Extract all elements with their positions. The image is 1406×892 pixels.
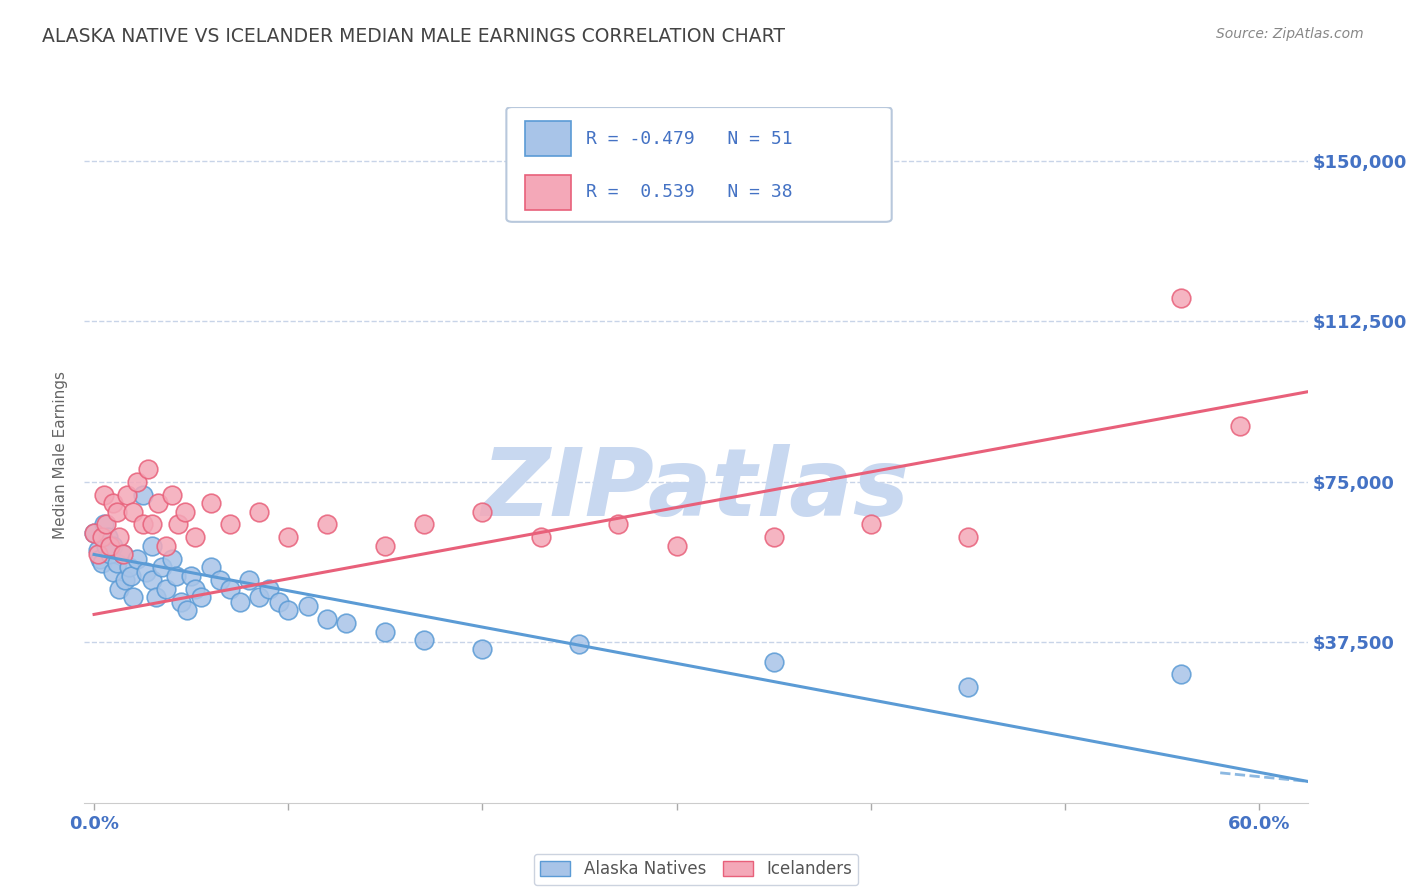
Point [665,539,688,553]
Point [89,551,111,566]
Point [103,496,125,510]
Point [176,603,198,617]
Point [87,543,110,558]
Point [160,487,183,501]
Point [155,539,177,553]
Point [165,569,187,583]
Point [1170,667,1192,681]
Point [141,517,163,532]
Point [118,560,141,574]
Point [1229,419,1251,434]
Point [93,517,115,532]
Text: ALASKA NATIVE VS ICELANDER MEDIAN MALE EARNINGS CORRELATION CHART: ALASKA NATIVE VS ICELANDER MEDIAN MALE E… [42,27,785,45]
Point [103,539,125,553]
Text: R =  0.539   N = 38: R = 0.539 N = 38 [586,184,793,202]
Point [568,637,591,651]
Point [247,505,270,519]
Point [316,517,339,532]
Point [115,487,138,501]
Point [374,624,396,639]
Point [146,496,169,510]
Point [97,530,120,544]
Point [94,539,117,553]
Point [90,556,112,570]
Point [150,560,173,574]
Y-axis label: Median Male Earnings: Median Male Earnings [53,371,69,539]
Point [170,594,193,608]
Point [1170,291,1192,305]
Text: R = -0.479   N = 51: R = -0.479 N = 51 [586,129,793,147]
Point [155,582,177,596]
Bar [524,175,571,211]
Point [238,573,260,587]
Point [859,517,882,532]
Point [209,573,232,587]
Point [141,539,163,553]
Point [135,565,157,579]
Bar [524,121,571,156]
Point [94,517,117,532]
Point [297,599,319,613]
Point [219,517,242,532]
Point [762,655,785,669]
Point [184,530,207,544]
Text: Source: ZipAtlas.com: Source: ZipAtlas.com [1216,27,1364,41]
Point [956,680,979,694]
Point [316,612,339,626]
Point [247,591,270,605]
Point [122,505,145,519]
Point [108,582,131,596]
Point [93,487,115,501]
Point [125,475,148,489]
Point [762,530,785,544]
Point [374,539,396,553]
Point [122,591,145,605]
Point [98,539,121,553]
Point [335,615,357,630]
Legend: Alaska Natives, Icelanders: Alaska Natives, Icelanders [533,854,859,885]
Point [956,530,979,544]
Point [166,517,188,532]
Point [145,591,167,605]
Point [98,548,121,562]
Point [200,560,222,574]
Point [200,496,222,510]
Point [103,565,125,579]
Text: ZIPatlas: ZIPatlas [482,443,910,536]
Point [471,641,494,656]
Point [219,582,242,596]
Point [87,548,110,562]
Point [125,551,148,566]
Point [277,603,299,617]
Point [228,594,250,608]
Point [180,569,202,583]
Point [160,551,183,566]
Point [131,487,153,501]
Point [90,530,112,544]
Point [530,530,553,544]
Point [112,548,135,562]
Point [83,526,105,541]
FancyBboxPatch shape [506,107,891,222]
Point [108,530,131,544]
Point [138,462,160,476]
Point [277,530,299,544]
Point [267,594,290,608]
Point [607,517,630,532]
Point [174,505,197,519]
Point [114,573,136,587]
Point [413,517,436,532]
Point [131,517,153,532]
Point [184,582,207,596]
Point [413,633,436,648]
Point [83,526,105,541]
Point [190,591,212,605]
Point [471,505,494,519]
Point [141,573,163,587]
Point [112,548,135,562]
Point [105,505,128,519]
Point [120,569,142,583]
Point [257,582,280,596]
Point [105,556,128,570]
